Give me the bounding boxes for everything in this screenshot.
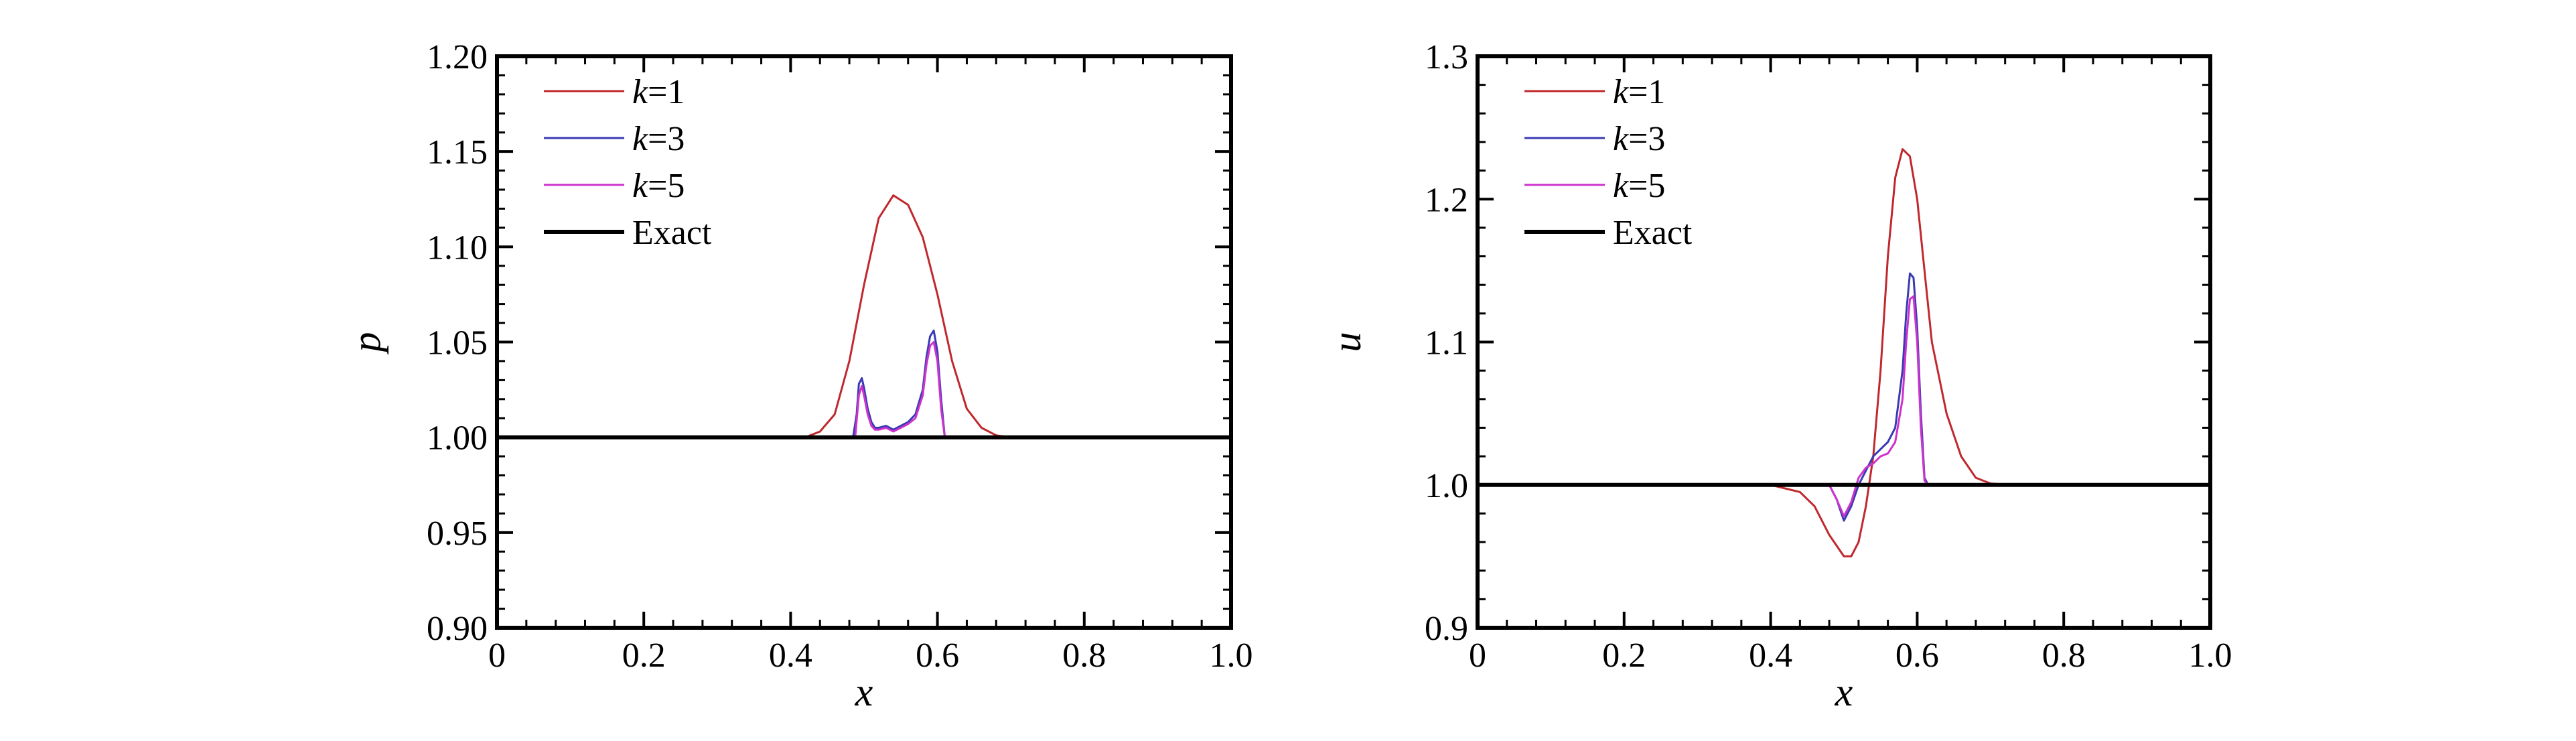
y-tick-label: 0.90 bbox=[427, 610, 488, 648]
x-tick-label: 0.8 bbox=[1062, 636, 1106, 675]
y-tick-label: 1.10 bbox=[427, 228, 488, 267]
x-tick-label: 0 bbox=[488, 636, 506, 675]
plot-frame bbox=[1476, 54, 2212, 630]
y-tick-label: 1.3 bbox=[1425, 38, 1468, 76]
legend-entry: k=5 bbox=[1613, 167, 1665, 205]
series-line-1 bbox=[804, 194, 1011, 439]
x-tick-label: 1.0 bbox=[2189, 636, 2232, 675]
x-tick-label: 0.2 bbox=[622, 636, 666, 675]
chart-1: 0 0.2 0.4 0.6 0.8 1.0 0.90 0.95 1.00 1.05 1.10 1.15… bbox=[344, 38, 1253, 714]
plot-frame bbox=[495, 54, 1233, 630]
legend-entry: k=3 bbox=[632, 120, 685, 158]
y-tick-label: 1.2 bbox=[1425, 181, 1468, 219]
y-tick-label: 1.0 bbox=[1425, 467, 1468, 505]
y-tick-label: 0.95 bbox=[427, 515, 488, 553]
x-axis-label: x bbox=[855, 670, 873, 714]
series-line-1 bbox=[1770, 148, 2013, 557]
legend: k=1 k=3 k=5 Exact bbox=[1524, 73, 1693, 252]
legend-entry: Exact bbox=[632, 214, 712, 252]
legend: k=1 k=3 k=5 Exact bbox=[544, 73, 712, 252]
y-tick-label: 1.15 bbox=[427, 133, 488, 172]
x-tick-label: 1.0 bbox=[1210, 636, 1253, 675]
legend-entry: k=5 bbox=[632, 167, 685, 205]
y-tick-label: 1.20 bbox=[427, 38, 488, 76]
x-tick-label: 0.2 bbox=[1602, 636, 1646, 675]
legend-entry: k=3 bbox=[1613, 120, 1665, 158]
x-axis-label: x bbox=[1835, 670, 1853, 714]
chart-2: 0 0.2 0.4 0.6 0.8 1.00.91.01.11.21.3xuk=1k=3k… bbox=[1325, 38, 2232, 714]
series-line-2 bbox=[852, 329, 946, 437]
series-line-3 bbox=[854, 341, 946, 437]
y-tick-label: 1.1 bbox=[1425, 324, 1468, 362]
x-tick-label: 0.6 bbox=[1895, 636, 1939, 675]
legend-entry: Exact bbox=[1613, 214, 1693, 252]
legend-entry: k=1 bbox=[632, 73, 685, 111]
y-tick-label: 1.05 bbox=[427, 324, 488, 362]
y-axis-label: p bbox=[344, 332, 388, 355]
x-tick-label: 0.6 bbox=[916, 636, 959, 675]
x-tick-label: 0.4 bbox=[769, 636, 812, 675]
x-tick-label: 0.4 bbox=[1749, 636, 1792, 675]
x-tick-label: 0.8 bbox=[2042, 636, 2086, 675]
legend-entry: k=1 bbox=[1613, 73, 1665, 111]
y-tick-label: 0.9 bbox=[1425, 610, 1468, 648]
series-line-3 bbox=[1828, 295, 1929, 518]
y-tick-label: 1.00 bbox=[427, 419, 488, 458]
y-axis-label: u bbox=[1325, 332, 1369, 352]
x-tick-label: 0 bbox=[1469, 636, 1486, 675]
